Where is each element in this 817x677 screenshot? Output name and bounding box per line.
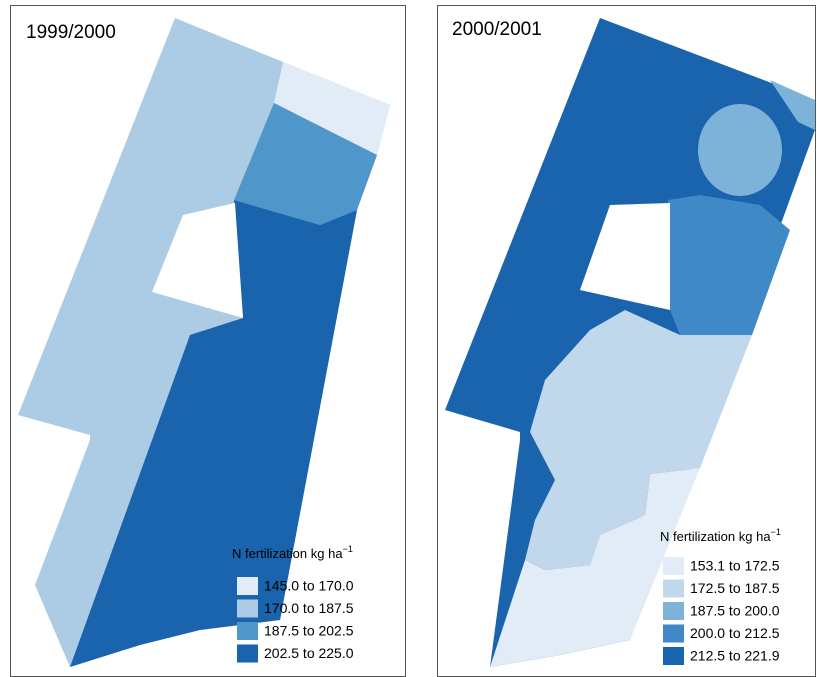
zone (698, 104, 782, 196)
legend-label: 172.5 to 187.5 (690, 580, 780, 596)
legend-label: 202.5 to 225.0 (264, 645, 354, 661)
legend-label: 187.5 to 202.5 (264, 623, 354, 639)
legend-title-text: N fertilization kg ha (232, 546, 343, 561)
legend-swatch (663, 579, 684, 598)
legend: 153.1 to 172.5 172.5 to 187.5 187.5 to 200… (663, 557, 780, 665)
legend-title-text: N fertilization kg ha (660, 529, 771, 544)
legend-swatch (237, 622, 258, 640)
zone (274, 62, 390, 155)
zone (70, 200, 357, 667)
panel-title: 2000/2001 (452, 19, 542, 40)
legend-swatch (237, 599, 258, 618)
field-hole (152, 203, 243, 318)
legend-swatch (663, 647, 684, 665)
zone (525, 310, 752, 570)
legend-label: 170.0 to 187.5 (264, 600, 354, 616)
legend-swatch (663, 624, 684, 643)
field-hole (580, 203, 670, 310)
zone (234, 103, 377, 225)
legend-label: 187.5 to 200.0 (690, 603, 780, 619)
legend-swatch (663, 602, 684, 620)
legend-swatch (237, 577, 258, 595)
zone (700, 195, 722, 262)
legend-label: 200.0 to 212.5 (690, 625, 780, 641)
panel-2: 2000/2001 N fertilization kg ha−1 153.1 … (437, 5, 816, 677)
legend-title: N fertilization kg ha−1 (232, 544, 353, 561)
zone (490, 468, 700, 667)
zone (668, 195, 790, 335)
zone (770, 80, 815, 130)
legend-swatch (663, 557, 684, 575)
legend-label: 212.5 to 221.9 (690, 648, 780, 664)
legend-label: 145.0 to 170.0 (264, 578, 354, 594)
legend-title-exponent: −1 (343, 544, 353, 554)
panel-1: 1999/2000 N fertilization kg ha−1 145.0 … (10, 5, 406, 677)
legend-title-exponent: −1 (771, 527, 781, 537)
legend-label: 153.1 to 172.5 (690, 558, 780, 574)
legend: 145.0 to 170.0 170.0 to 187.5 187.5 to 202… (237, 577, 354, 663)
legend-swatch (237, 644, 258, 663)
panel-title: 1999/2000 (26, 22, 116, 43)
legend-title: N fertilization kg ha−1 (660, 527, 781, 544)
